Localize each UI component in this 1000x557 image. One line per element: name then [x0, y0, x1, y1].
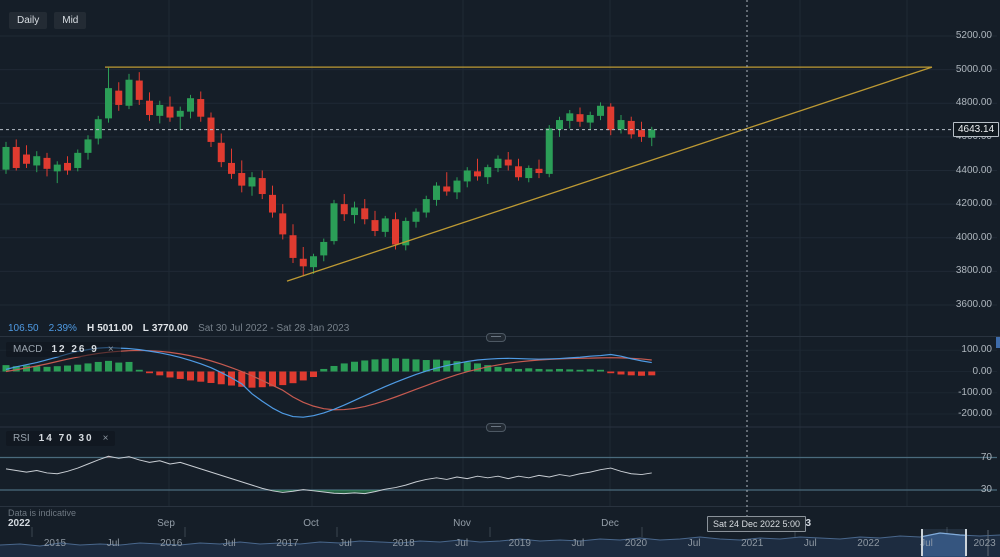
candlestick-series [2, 67, 656, 277]
high-readout: H 5011.00 [86, 323, 133, 334]
navigator-area [0, 530, 1000, 557]
macd-series [2, 346, 656, 418]
rsi-params: 14 70 30 [38, 433, 94, 444]
change-percent: 2.39% [48, 323, 77, 334]
timeframe-toolbar: Daily Mid [9, 12, 87, 29]
support-trendline [286, 66, 933, 282]
macd-params: 12 26 9 [51, 344, 99, 355]
rsi-indicator-chip: RSI 14 70 30 × [6, 431, 116, 446]
navigator-left-handle[interactable] [921, 529, 923, 556]
change-value: 106.50 [8, 323, 39, 334]
data-indicative-note: Data is indicative [8, 508, 77, 518]
rsi-label: RSI [13, 433, 30, 444]
low-readout: L 3770.00 [142, 323, 189, 334]
navigator-right-handle[interactable] [965, 529, 967, 556]
rsi-series [5, 455, 652, 495]
price-type-mid-button[interactable]: Mid [54, 12, 87, 29]
last-price-tag: 4643.14 [953, 122, 1000, 137]
macd-indicator-chip: MACD 12 26 9 × [6, 342, 121, 357]
rsi-pane-resize-handle[interactable] [486, 423, 506, 432]
status-bar: 106.50 2.39% H 5011.00 L 3770.00 Sat 30 Ju… [8, 323, 349, 334]
date-range-readout: Sat 30 Jul 2022 - Sat 28 Jan 2023 [198, 323, 350, 334]
macd-label: MACD [13, 344, 43, 355]
crosshair-date-tooltip: Sat 24 Dec 2022 5:00 [707, 516, 807, 532]
macd-pane-resize-handle[interactable] [486, 333, 506, 342]
gridlines [0, 0, 1000, 537]
scroll-edge-marker [996, 337, 1000, 348]
rsi-close-icon[interactable]: × [102, 433, 109, 444]
timeframe-daily-button[interactable]: Daily [9, 12, 48, 29]
macd-close-icon[interactable]: × [107, 344, 114, 355]
navigator-selection-window[interactable] [922, 529, 966, 556]
